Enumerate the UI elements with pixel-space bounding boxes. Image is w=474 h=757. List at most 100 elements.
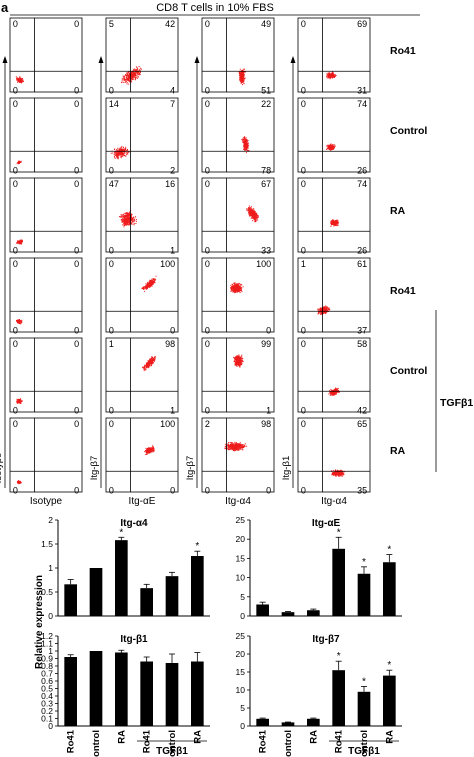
quadrant-percent: 26 — [357, 246, 367, 256]
flow-panel: 0 0 0 0 — [9, 257, 83, 336]
y-tick-label: 0.9 — [41, 654, 53, 664]
flow-dots — [121, 66, 142, 85]
flow-panel: 0 99 0 1 — [201, 337, 275, 416]
y-tick-label: 10 — [236, 685, 246, 695]
x-axis-label: Isotype — [30, 496, 63, 507]
quadrant-percent: 0 — [13, 326, 18, 336]
quadrant-percent: 0 — [301, 246, 306, 256]
y-tick-label: 0.3 — [41, 699, 53, 709]
y-tick-label: 20 — [236, 534, 246, 544]
quadrant-percent: 0 — [205, 259, 210, 269]
quadrant-percent: 0 — [13, 259, 18, 269]
y-tick-label: 0.7 — [41, 669, 53, 679]
quadrant-percent: 0 — [13, 486, 18, 496]
significance-star: * — [337, 527, 341, 538]
bar — [357, 691, 371, 726]
quadrant-percent: 14 — [109, 99, 119, 109]
quadrant-percent: 0 — [74, 419, 79, 429]
flow-panel-frame — [297, 337, 371, 413]
significance-star: * — [337, 651, 341, 662]
y-tick-label: 0 — [240, 721, 245, 731]
flow-panel-frame — [201, 257, 275, 333]
flow-panel-frame — [297, 177, 371, 253]
quadrant-percent: 0 — [109, 166, 114, 176]
significance-star: * — [195, 541, 199, 552]
quadrant-percent: 1 — [109, 339, 114, 349]
quadrant-percent: 100 — [160, 259, 175, 269]
quadrant-percent: 1 — [170, 406, 175, 416]
flow-panel-frame — [9, 417, 83, 493]
quadrant-percent: 22 — [261, 99, 271, 109]
quadrant-percent: 16 — [165, 179, 175, 189]
significance-star: * — [387, 660, 391, 671]
flow-panel-frame — [201, 417, 275, 493]
arrowhead — [98, 56, 104, 63]
y-tick-label: 0.1 — [41, 714, 53, 724]
quadrant-percent: 98 — [165, 339, 175, 349]
arrowhead — [2, 56, 8, 63]
flow-panel: 0 69 0 31 — [297, 17, 371, 96]
flow-panel-frame — [105, 97, 179, 173]
flow-panel: 0 100 0 0 — [105, 257, 179, 336]
quadrant-percent: 0 — [301, 419, 306, 429]
flow-dots — [241, 136, 250, 154]
quadrant-percent: 0 — [205, 339, 210, 349]
flow-panel: 0 58 0 42 — [297, 337, 371, 416]
flow-dots — [144, 445, 155, 455]
y-axis-label: Isotype — [0, 453, 4, 484]
y-tick-label: 15 — [236, 667, 246, 677]
chart-title: Itg-β1 — [120, 634, 148, 645]
x-tick-label: Ro41 — [66, 729, 77, 753]
flow-panel: 1 61 0 37 — [297, 257, 371, 336]
quadrant-percent: 0 — [301, 86, 306, 96]
flow-dots — [238, 68, 246, 86]
quadrant-percent: 7 — [170, 99, 175, 109]
y-tick-label: 0 — [48, 611, 53, 621]
quadrant-percent: 0 — [301, 406, 306, 416]
quadrant-percent: 0 — [74, 406, 79, 416]
flow-panel: 0 49 0 51 — [201, 17, 275, 96]
y-tick-label: 0.8 — [41, 661, 53, 671]
x-tick-label: RA — [308, 730, 319, 744]
flow-panel-frame — [297, 97, 371, 173]
chart-title: Itg-β7 — [312, 634, 340, 645]
y-axis-label: Itg-β7 — [185, 456, 196, 480]
flow-dots — [16, 239, 23, 245]
flow-dots — [246, 205, 259, 223]
quadrant-percent: 74 — [357, 179, 367, 189]
quadrant-percent: 0 — [301, 166, 306, 176]
quadrant-percent: 0 — [13, 86, 18, 96]
row-label: Ro41 — [390, 45, 416, 57]
quadrant-percent: 100 — [160, 419, 175, 429]
flow-panel-frame — [297, 417, 371, 493]
quadrant-percent: 37 — [357, 326, 367, 336]
y-tick-label: 1.1 — [41, 639, 53, 649]
quadrant-percent: 51 — [261, 86, 271, 96]
quadrant-percent: 5 — [109, 19, 114, 29]
quadrant-percent: 0 — [109, 486, 114, 496]
quadrant-percent: 0 — [13, 406, 18, 416]
row-label: Ro41 — [390, 285, 416, 297]
flow-dots — [110, 145, 130, 160]
bar — [64, 584, 77, 616]
quadrant-percent: 0 — [13, 19, 18, 29]
flow-dots — [16, 160, 22, 165]
quadrant-percent: 0 — [13, 419, 18, 429]
flow-cytometry-grid: 0 00 05 420 40 490 510 690 310 00 014 70 20 220 780 740… — [0, 17, 473, 507]
group-label: TGFβ1 — [440, 397, 473, 409]
flow-panel: 0 0 0 0 — [9, 417, 83, 496]
bar — [332, 670, 345, 726]
quadrant-percent: 0 — [301, 99, 306, 109]
quadrant-percent: 0 — [74, 99, 79, 109]
y-axis-label: Itg-β7 — [89, 456, 100, 480]
flow-panel: 0 100 0 0 — [201, 257, 275, 336]
y-tick-label: 0 — [48, 721, 53, 731]
flow-panel: 0 0 0 0 — [9, 17, 83, 96]
flow-dots — [330, 219, 339, 227]
quadrant-percent: 49 — [261, 19, 271, 29]
quadrant-percent: 33 — [261, 246, 271, 256]
x-tick-label: Control — [359, 730, 370, 757]
flow-dots — [16, 480, 22, 485]
